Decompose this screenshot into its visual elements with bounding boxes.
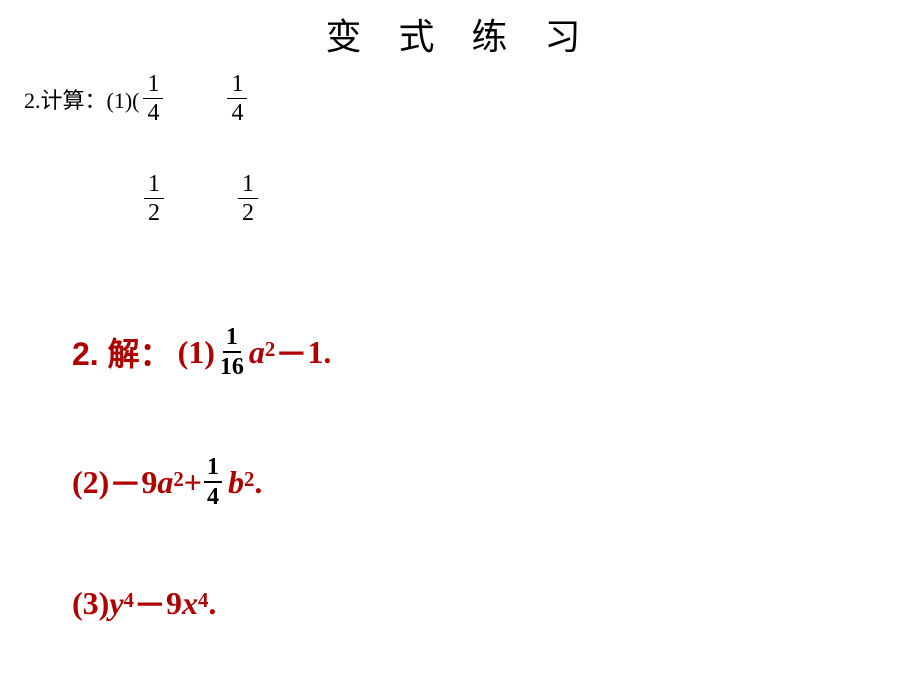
solution-1-exp: 2: [265, 338, 275, 362]
solution-3-minus: －: [134, 580, 166, 626]
fraction-d-den: 2: [238, 199, 258, 225]
fraction-b-num: 1: [227, 72, 247, 99]
solution-1-part: (1): [178, 334, 215, 371]
solution-2-exp1: 2: [173, 468, 183, 492]
solution-prefix: 2. 解：: [72, 329, 172, 375]
solution-2-fraction: 1 4: [204, 455, 222, 509]
solution-1-fraction: 1 16: [217, 325, 247, 379]
problem-line-2: 1 2 1 2: [140, 172, 262, 225]
solution-1-frac-num: 1: [223, 325, 241, 353]
solution-2-sign: －: [109, 459, 141, 505]
fraction-a-num: 1: [143, 72, 163, 99]
fraction-c-den: 2: [144, 199, 164, 225]
page-title: 变 式 练 习: [0, 0, 920, 60]
solution-3-coef: 9: [166, 585, 182, 622]
solution-3-part: (3): [72, 585, 109, 622]
solution-2-exp2: 2: [244, 468, 254, 492]
solution-3-var1: y: [109, 585, 123, 622]
solution-2-coef: 9: [141, 464, 157, 501]
solution-2-frac-num: 1: [204, 455, 222, 483]
solution-2-var1: a: [157, 464, 173, 501]
fraction-b: 1 4: [227, 72, 247, 125]
solution-2-plus: +: [184, 464, 202, 501]
fraction-d-num: 1: [238, 172, 258, 199]
solution-3-exp2: 4: [198, 589, 208, 613]
fraction-c: 1 2: [144, 172, 164, 225]
solution-3-tail: .: [208, 585, 216, 622]
fraction-c-num: 1: [144, 172, 164, 199]
solution-1: 2. 解： (1) 1 16 a2 － 1.: [72, 325, 331, 379]
solution-1-var: a: [249, 334, 265, 371]
problem-label: 2.计算：(1)(: [24, 83, 139, 115]
solution-2: (2) － 9a2 + 1 4 b2 .: [72, 455, 262, 509]
solution-3: (3) y4 － 9x4 .: [72, 580, 216, 626]
solution-2-var2: b: [228, 464, 244, 501]
solution-2-frac-den: 4: [204, 483, 222, 509]
fraction-d: 1 2: [238, 172, 258, 225]
fraction-a-den: 4: [143, 99, 163, 125]
solution-3-var2: x: [182, 585, 198, 622]
solution-1-frac-den: 16: [217, 353, 247, 379]
fraction-b-den: 4: [227, 99, 247, 125]
solution-1-minus: －: [275, 329, 307, 375]
solution-2-part: (2): [72, 464, 109, 501]
solution-1-tail: 1.: [307, 334, 331, 371]
fraction-a: 1 4: [143, 72, 163, 125]
solution-2-tail: .: [254, 464, 262, 501]
problem-line-1: 2.计算：(1)( 1 4 1 4: [24, 72, 251, 125]
solution-3-exp1: 4: [124, 589, 134, 613]
